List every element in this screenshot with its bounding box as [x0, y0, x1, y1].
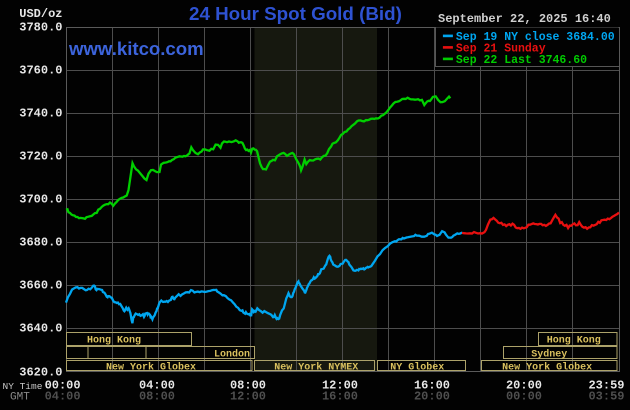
svg-text:20:00: 20:00: [506, 379, 542, 393]
svg-text:08:00: 08:00: [230, 379, 266, 393]
svg-text:08:00: 08:00: [139, 390, 175, 404]
svg-text:NY Time: NY Time: [3, 381, 43, 392]
svg-text:New York Globex: New York Globex: [502, 361, 592, 373]
svg-text:www.kitco.com: www.kitco.com: [68, 38, 204, 59]
svg-text:16:00: 16:00: [414, 379, 450, 393]
svg-text:London: London: [214, 348, 250, 360]
svg-text:GMT: GMT: [10, 392, 30, 404]
svg-text:3780.0: 3780.0: [19, 21, 62, 35]
svg-text:3680.0: 3680.0: [19, 236, 62, 250]
svg-text:3720.0: 3720.0: [19, 150, 62, 164]
svg-text:Hong Kong: Hong Kong: [87, 336, 141, 347]
svg-text:Hong Kong: Hong Kong: [547, 336, 601, 347]
svg-text:NY Globex: NY Globex: [390, 361, 444, 373]
svg-text:04:00: 04:00: [45, 390, 81, 404]
svg-text:3660.0: 3660.0: [19, 279, 62, 293]
svg-text:23:59: 23:59: [588, 379, 624, 393]
svg-text:3740.0: 3740.0: [19, 107, 62, 121]
svg-text:00:00: 00:00: [45, 379, 81, 393]
svg-text:12:00: 12:00: [230, 390, 266, 404]
svg-text:20:00: 20:00: [414, 390, 450, 404]
svg-text:Sep 22 Last 3746.60: Sep 22 Last 3746.60: [456, 54, 587, 67]
svg-text:12:00: 12:00: [322, 379, 358, 393]
svg-text:Sep 19 NY close 3684.00: Sep 19 NY close 3684.00: [456, 31, 615, 44]
svg-text:New York NYMEX: New York NYMEX: [274, 361, 358, 373]
svg-text:September 22, 2025 16:40: September 22, 2025 16:40: [438, 12, 611, 26]
svg-text:3620.0: 3620.0: [19, 366, 62, 380]
svg-text:16:00: 16:00: [322, 390, 358, 404]
svg-text:3640.0: 3640.0: [19, 322, 62, 336]
svg-text:Sydney: Sydney: [531, 348, 567, 360]
svg-text:04:00: 04:00: [139, 379, 175, 393]
svg-text:New York Globex: New York Globex: [106, 361, 196, 373]
svg-text:24 Hour Spot Gold (Bid): 24 Hour Spot Gold (Bid): [189, 3, 402, 24]
svg-text:USD/oz: USD/oz: [19, 7, 62, 21]
svg-text:Sep 21 Sunday: Sep 21 Sunday: [456, 42, 546, 55]
svg-text:3700.0: 3700.0: [19, 193, 62, 207]
svg-text:00:00: 00:00: [506, 390, 542, 404]
svg-text:03:59: 03:59: [588, 390, 624, 404]
svg-text:3760.0: 3760.0: [19, 64, 62, 78]
